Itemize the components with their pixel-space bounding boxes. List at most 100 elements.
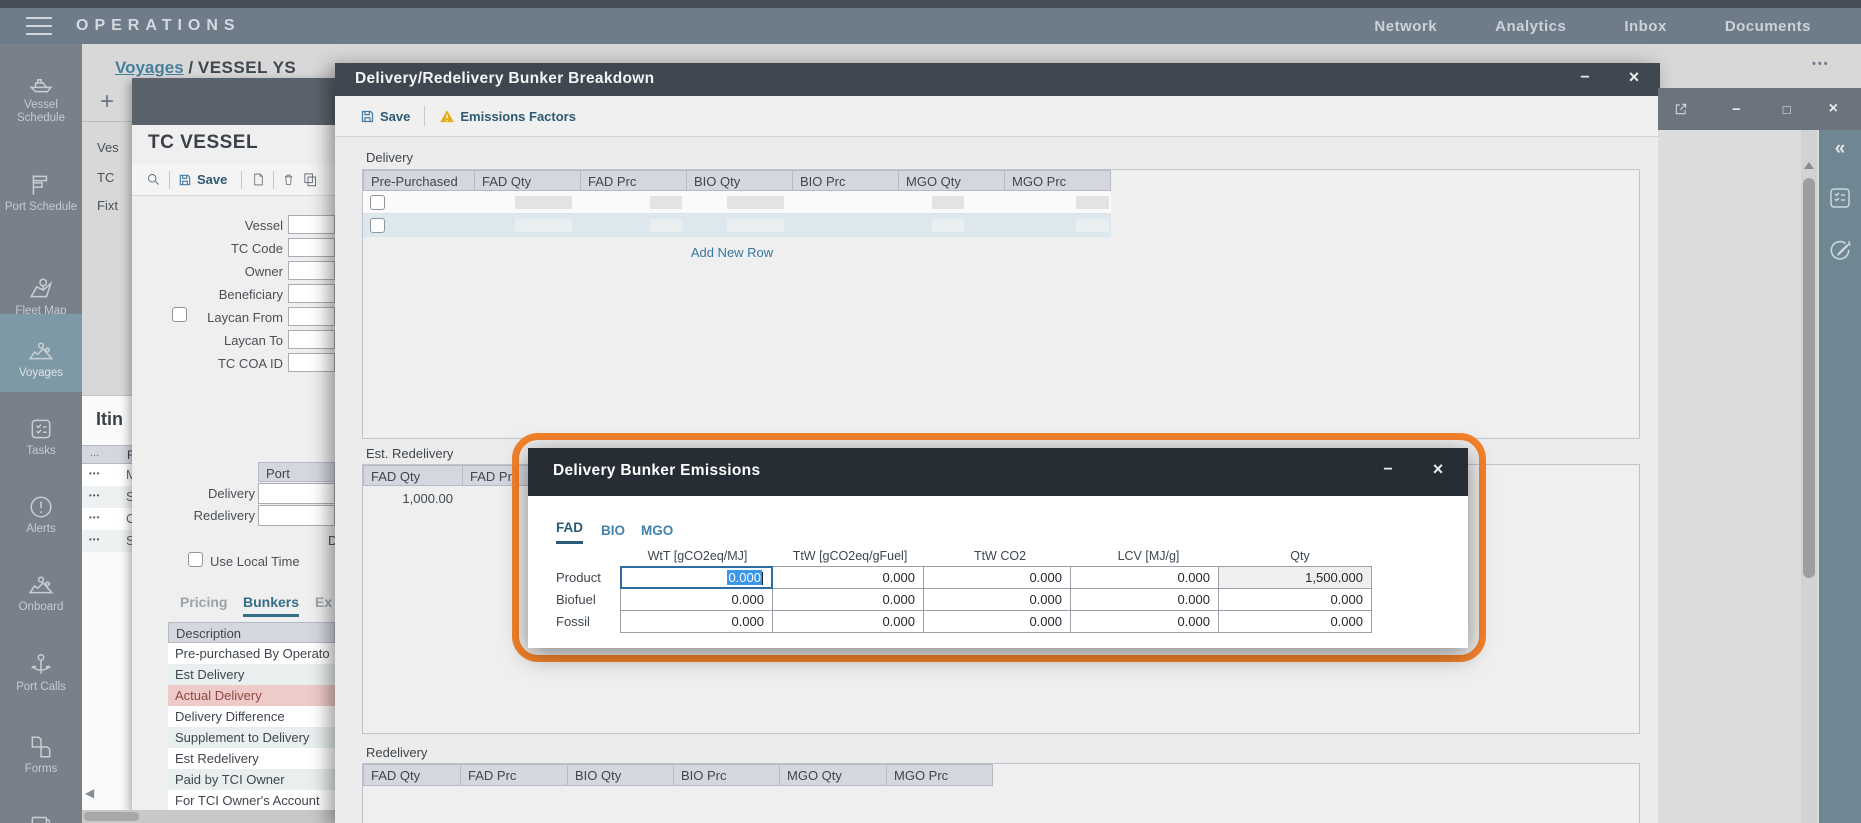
row-menu-icon[interactable]: ••• <box>89 513 101 522</box>
scrollbar-thumb[interactable] <box>84 812 139 821</box>
sidebar-item-partial[interactable] <box>0 801 82 823</box>
overflow-menu-icon[interactable]: ••• <box>1812 58 1830 70</box>
column-header[interactable]: BIO Prc <box>792 170 899 191</box>
copy-icon[interactable] <box>303 172 318 187</box>
column-header[interactable]: MGO Qty <box>779 764 887 786</box>
tab-bio[interactable]: BIO <box>601 523 626 538</box>
column-header[interactable]: MGO Prc <box>1004 170 1111 191</box>
tab-extra[interactable]: Ex <box>315 594 333 610</box>
itinerary-row[interactable]: ••• S <box>82 486 135 508</box>
sidebar-item-tasks[interactable]: Tasks <box>0 406 82 458</box>
laycan-to-field[interactable] <box>288 330 335 349</box>
sidebar-item-fleet-map[interactable]: Fleet Map <box>0 266 82 318</box>
biofuel-wtt-input[interactable]: 0.000 <box>620 588 773 611</box>
vertical-scrollbar[interactable] <box>1801 130 1817 823</box>
add-tab-button[interactable]: + <box>100 88 115 115</box>
sidebar-item-port-schedule[interactable]: Port Schedule <box>0 162 82 214</box>
delivery-row-2-selected[interactable] <box>363 214 1111 237</box>
close-button[interactable]: × <box>1828 100 1838 117</box>
bunker-row-pre-purchased[interactable]: Pre-purchased By Operato <box>168 643 335 664</box>
search-icon[interactable] <box>146 172 161 187</box>
sidebar-item-alerts[interactable]: Alerts <box>0 484 82 536</box>
bunker-row-delivery-difference[interactable]: Delivery Difference <box>168 706 335 727</box>
biofuel-qty-input[interactable]: 0.000 <box>1218 588 1372 611</box>
itinerary-row[interactable]: ••• M <box>82 464 137 486</box>
minimize-button[interactable]: − <box>1383 461 1393 478</box>
use-local-time-checkbox[interactable] <box>188 552 203 567</box>
row-checkbox[interactable] <box>370 218 385 233</box>
scrollbar-thumb[interactable] <box>1803 178 1815 578</box>
scroll-up-arrow[interactable] <box>1804 162 1814 169</box>
new-document-icon[interactable] <box>252 172 265 187</box>
bunker-row-paid-by-tci[interactable]: Paid by TCI Owner <box>168 769 335 790</box>
close-button[interactable]: × <box>1432 459 1444 479</box>
sidebar-item-forms[interactable]: Forms <box>0 724 82 776</box>
minimize-button[interactable]: − <box>1732 100 1741 118</box>
fossil-ttw-input[interactable]: 0.000 <box>772 610 924 633</box>
fossil-wtt-input[interactable]: 0.000 <box>620 610 773 633</box>
tc-coa-id-field[interactable] <box>288 353 335 372</box>
fossil-lcv-input[interactable]: 0.000 <box>1070 610 1219 633</box>
column-header[interactable]: FAD Qty <box>474 170 581 191</box>
fossil-ttw-co2-input[interactable]: 0.000 <box>923 610 1071 633</box>
product-wtt-input[interactable]: 0.000 <box>620 566 773 589</box>
tab-bunkers[interactable]: Bunkers <box>243 594 300 617</box>
delivery-row-1[interactable] <box>363 191 1111 214</box>
biofuel-lcv-input[interactable]: 0.000 <box>1070 588 1219 611</box>
column-header[interactable]: MGO Prc <box>886 764 993 786</box>
collapse-left-arrow[interactable]: ◀ <box>85 786 95 800</box>
biofuel-ttw-co2-input[interactable]: 0.000 <box>923 588 1071 611</box>
itinerary-row[interactable]: ••• C <box>82 508 135 530</box>
est-redelivery-fad-qty-value[interactable]: 1,000.00 <box>402 491 453 506</box>
nav-network[interactable]: Network <box>1374 17 1438 35</box>
biofuel-ttw-input[interactable]: 0.000 <box>772 588 924 611</box>
checklist-icon[interactable] <box>1828 186 1852 210</box>
sidebar-item-vessel-schedule[interactable]: Vessel Schedule <box>0 60 82 125</box>
column-header[interactable]: FAD Qty <box>363 764 461 786</box>
bunker-row-est-delivery[interactable]: Est Delivery <box>168 664 335 685</box>
compose-icon[interactable] <box>1827 237 1853 263</box>
sidebar-item-port-calls[interactable]: Port Calls <box>0 642 82 694</box>
bunker-row-est-redelivery[interactable]: Est Redelivery <box>168 748 335 769</box>
tab-pricing[interactable]: Pricing <box>180 594 228 610</box>
owner-field[interactable] <box>288 261 335 280</box>
breadcrumb-voyages-link[interactable]: Voyages <box>115 58 184 77</box>
laycan-from-checkbox[interactable] <box>172 307 187 322</box>
sidebar-item-onboard[interactable]: Onboard <box>0 562 82 614</box>
column-header[interactable]: FAD Prc <box>460 764 568 786</box>
row-checkbox[interactable] <box>370 194 385 210</box>
product-ttw-input[interactable]: 0.000 <box>772 566 924 589</box>
delete-icon[interactable] <box>282 172 295 187</box>
bunker-row-for-tci-account[interactable]: For TCI Owner's Account <box>168 790 335 810</box>
delivery-port-cell[interactable] <box>258 483 335 504</box>
redelivery-port-cell[interactable] <box>258 505 335 526</box>
tab-mgo[interactable]: MGO <box>641 523 674 538</box>
column-header[interactable]: BIO Prc <box>673 764 780 786</box>
column-header[interactable]: FAD Qty <box>363 465 463 486</box>
collapse-right-icon[interactable]: « <box>1834 138 1846 159</box>
beneficiary-field[interactable] <box>288 284 335 303</box>
nav-documents[interactable]: Documents <box>1724 17 1811 35</box>
close-button[interactable]: × <box>1628 67 1640 87</box>
bunker-save-button[interactable]: Save <box>360 109 410 124</box>
column-header[interactable]: FAD Prc <box>580 170 687 191</box>
tc-code-field[interactable] <box>288 238 335 257</box>
bunker-row-supplement[interactable]: Supplement to Delivery <box>168 727 335 748</box>
row-menu-icon[interactable]: ••• <box>89 469 101 478</box>
tc-save-button[interactable]: Save <box>178 172 227 187</box>
laycan-from-field[interactable] <box>288 307 335 326</box>
tab-fad[interactable]: FAD <box>556 520 583 544</box>
column-header[interactable]: Pre-Purchased <box>363 170 475 191</box>
row-menu-icon[interactable]: ••• <box>89 491 101 500</box>
emissions-factors-button[interactable]: Emissions Factors <box>439 109 576 124</box>
minimize-button[interactable]: − <box>1580 69 1590 86</box>
nav-inbox[interactable]: Inbox <box>1624 17 1667 35</box>
row-menu-icon[interactable]: ••• <box>89 535 101 544</box>
fossil-qty-input[interactable]: 0.000 <box>1218 610 1372 633</box>
itinerary-row[interactable]: ••• S <box>82 530 135 552</box>
vessel-field[interactable] <box>288 215 335 234</box>
column-header[interactable]: MGO Qty <box>898 170 1005 191</box>
hamburger-menu-icon[interactable] <box>26 17 52 35</box>
sidebar-item-voyages[interactable]: Voyages <box>0 314 82 392</box>
horizontal-scrollbar[interactable] <box>82 810 335 823</box>
